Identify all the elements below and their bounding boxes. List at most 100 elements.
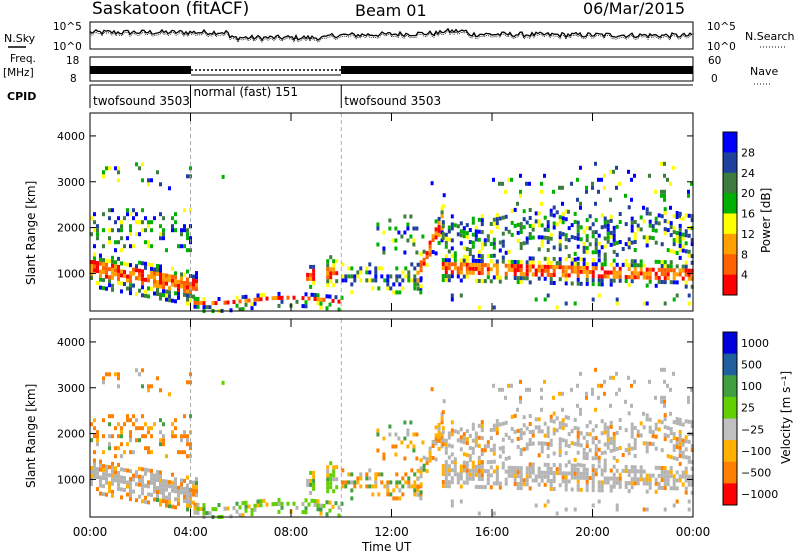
power-cell xyxy=(480,246,484,251)
velocity-cell xyxy=(639,433,643,438)
velocity-cell xyxy=(546,462,550,467)
x-tick-label: 04:00 xyxy=(173,525,208,539)
power-cell xyxy=(585,273,589,278)
power-cell xyxy=(546,272,550,277)
velocity-cell xyxy=(681,470,685,475)
power-cell xyxy=(102,262,105,267)
velocity-cell xyxy=(447,455,451,460)
power-cell xyxy=(444,266,448,271)
power-cell xyxy=(684,241,688,246)
power-cell xyxy=(295,299,299,304)
velocity-cell xyxy=(633,473,637,478)
velocity-cell xyxy=(226,506,230,511)
velocity-cell xyxy=(114,474,117,479)
velocity-cell xyxy=(528,422,532,426)
colorbar-tick-label: 28 xyxy=(741,146,755,159)
colorbar-swatch xyxy=(723,396,737,419)
velocity-cell xyxy=(645,481,649,486)
power-cell xyxy=(585,189,588,194)
power-cell xyxy=(217,297,221,301)
power-cell xyxy=(111,275,114,280)
velocity-cell xyxy=(645,417,649,422)
velocity-cell xyxy=(507,455,511,460)
velocity-cell xyxy=(102,472,105,477)
velocity-cell xyxy=(313,499,317,503)
power-cell xyxy=(168,274,171,279)
power-cell xyxy=(102,170,105,175)
velocity-cell xyxy=(99,459,102,464)
power-cell xyxy=(684,249,688,254)
power-cell xyxy=(657,279,661,284)
power-cell xyxy=(552,225,556,230)
velocity-cell xyxy=(525,466,529,471)
power-cell xyxy=(600,274,604,279)
velocity-cell xyxy=(627,447,631,452)
power-cell xyxy=(312,280,316,285)
velocity-cell xyxy=(450,476,454,481)
power-cell xyxy=(441,262,445,266)
velocity-cell xyxy=(510,465,514,470)
velocity-cell xyxy=(636,469,640,474)
velocity-cell xyxy=(612,455,616,460)
power-cell xyxy=(129,232,132,237)
velocity-cell xyxy=(684,419,688,424)
power-cell xyxy=(165,281,168,286)
velocity-cell xyxy=(684,447,688,452)
power-cell xyxy=(277,291,281,296)
power-cell xyxy=(633,259,637,264)
velocity-cell xyxy=(588,420,592,425)
velocity-cell xyxy=(678,461,682,466)
power-cell xyxy=(111,228,114,233)
power-cell xyxy=(126,236,129,241)
velocity-cell xyxy=(195,477,198,482)
power-cell xyxy=(111,271,114,276)
velocity-cell xyxy=(582,435,586,440)
power-cell xyxy=(645,243,649,248)
velocity-cell xyxy=(546,474,550,479)
power-cell xyxy=(681,232,685,237)
power-cell xyxy=(528,256,532,261)
power-cell xyxy=(359,266,363,271)
power-cell xyxy=(183,228,186,233)
power-cell xyxy=(93,244,96,249)
power-cell xyxy=(633,232,637,236)
power-cell xyxy=(138,220,141,225)
power-cell xyxy=(618,270,622,275)
power-cell xyxy=(189,248,192,253)
velocity-cell xyxy=(519,432,523,436)
power-cell xyxy=(309,264,313,269)
velocity-cell xyxy=(332,477,336,482)
power-cell xyxy=(271,296,275,301)
velocity-cell xyxy=(630,485,634,490)
power-cell xyxy=(528,268,532,273)
velocity-cell xyxy=(350,480,354,485)
power-cell xyxy=(102,258,105,263)
velocity-cell xyxy=(498,446,502,451)
power-cell xyxy=(332,263,336,268)
noise-sky-series xyxy=(89,27,693,42)
power-cell xyxy=(159,296,162,301)
velocity-cell xyxy=(669,427,673,432)
velocity-cell xyxy=(376,432,380,437)
power-cell xyxy=(522,225,526,230)
power-cell xyxy=(394,238,398,243)
velocity-cell xyxy=(412,444,416,449)
velocity-cell xyxy=(422,467,426,472)
velocity-cell xyxy=(153,481,156,486)
velocity-cell xyxy=(612,443,616,448)
velocity-cell xyxy=(477,511,481,516)
power-cell xyxy=(492,217,496,222)
velocity-cell xyxy=(507,465,511,470)
power-cell xyxy=(135,264,138,269)
power-cell xyxy=(663,276,667,281)
velocity-cell xyxy=(462,480,466,485)
power-cell xyxy=(374,270,378,275)
power-cell xyxy=(111,208,114,213)
velocity-cell xyxy=(573,425,577,430)
power-cell xyxy=(681,244,685,249)
power-cell xyxy=(546,220,550,225)
power-cell xyxy=(174,212,177,217)
power-cell xyxy=(126,278,129,283)
velocity-cell xyxy=(332,469,336,474)
velocity-cell xyxy=(403,456,407,461)
